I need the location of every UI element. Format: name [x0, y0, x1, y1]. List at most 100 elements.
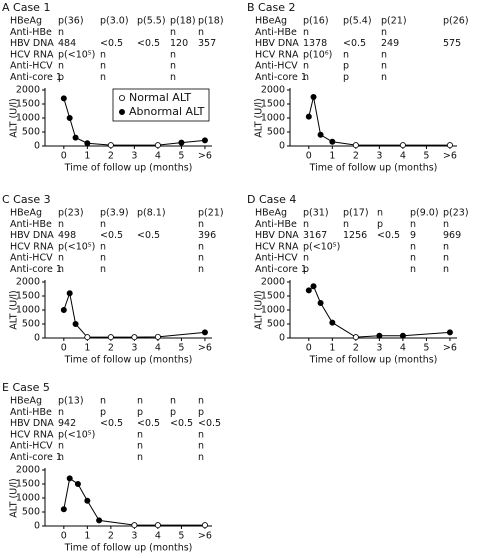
table-cell: n	[303, 253, 309, 264]
x-tick-label: 1	[329, 343, 335, 354]
table-cell: 484	[58, 38, 76, 49]
table-cell: p	[170, 407, 176, 418]
table-cell: p(21)	[198, 208, 224, 219]
panel-title: D Case 4	[247, 193, 296, 206]
alt-point	[66, 290, 73, 297]
y-tick-label: 2000	[16, 465, 40, 476]
row-label: HBV DNA	[255, 38, 299, 49]
alt-point	[305, 287, 312, 294]
x-tick-label: 3	[131, 151, 137, 162]
table-cell: 120	[170, 38, 188, 49]
table-cell: 969	[443, 230, 461, 241]
row-label: Anti-HCV	[255, 253, 298, 264]
row-label: Anti-core 1	[255, 72, 307, 83]
y-tick-label: 500	[267, 127, 285, 138]
y-tick-label: 500	[267, 319, 285, 330]
table-cell: p(10⁶)	[303, 49, 332, 60]
table-cell: 9	[410, 230, 416, 241]
row-label: Anti-HCV	[10, 61, 53, 72]
x-tick-label: >6	[198, 343, 212, 354]
table-cell: n	[100, 253, 106, 264]
table-cell: n	[381, 72, 387, 83]
y-tick-label: 1500	[261, 291, 285, 302]
table-cell: n	[198, 241, 204, 252]
x-tick-label: 1	[84, 343, 90, 354]
panel-title: B Case 2	[247, 1, 295, 14]
table-cell: p(13)	[58, 396, 84, 407]
y-axis-label: ALT (U/l)	[9, 98, 20, 138]
alt-point	[154, 142, 161, 149]
alt-point	[329, 138, 336, 145]
table-cell: n	[410, 219, 416, 230]
table-cell: p(9.0)	[410, 208, 439, 219]
x-tick-label: 4	[400, 151, 406, 162]
table-cell: n	[410, 264, 416, 275]
table-cell: p(<10⁵)	[58, 49, 95, 60]
alt-point	[60, 95, 67, 102]
table-cell: 942	[58, 418, 76, 429]
x-tick-label: 3	[131, 531, 137, 542]
table-cell: n	[100, 264, 106, 275]
table-cell: <0.5	[137, 418, 160, 429]
row-label: Anti-HBe	[255, 27, 297, 38]
y-tick-label: 0	[279, 333, 285, 344]
row-label: Anti-HBe	[10, 27, 52, 38]
row-label: HBeAg	[10, 16, 42, 27]
table-cell: n	[381, 61, 387, 72]
alt-line	[63, 98, 205, 146]
alt-point	[96, 517, 103, 524]
table-cell: p(21)	[381, 16, 407, 27]
table-cell: p	[303, 264, 309, 275]
table-cell: n	[343, 219, 349, 230]
table-cell: <0.5	[343, 38, 366, 49]
alt-point	[352, 142, 359, 149]
table-cell: <0.5	[100, 38, 123, 49]
table-cell: n	[198, 27, 204, 38]
alt-point	[107, 142, 114, 149]
table-cell: n	[198, 396, 204, 407]
row-label: HCV RNA	[255, 241, 299, 252]
table-cell: n	[100, 72, 106, 83]
alt-point	[66, 115, 73, 122]
legend-box	[112, 88, 210, 122]
table-cell: n	[381, 49, 387, 60]
table-cell: n	[377, 208, 383, 219]
row-label: Anti-core 1	[255, 264, 307, 275]
alt-point	[60, 506, 67, 513]
x-tick-label: 0	[306, 151, 312, 162]
table-cell: p(5.5)	[137, 16, 166, 27]
x-axis-label: Time of follow up (months)	[64, 163, 193, 174]
alt-point	[317, 300, 324, 307]
alt-point	[72, 320, 79, 327]
y-tick-label: 1000	[16, 113, 40, 124]
x-tick-label: 5	[178, 531, 184, 542]
table-cell: <0.5	[100, 230, 123, 241]
y-tick-label: 0	[34, 333, 40, 344]
alt-point	[201, 329, 208, 336]
table-cell: p(18)	[170, 16, 196, 27]
panel-title: C Case 3	[2, 193, 51, 206]
table-cell: p(<10⁵)	[58, 241, 95, 252]
table-cell: 498	[58, 230, 76, 241]
table-cell: n	[410, 253, 416, 264]
x-tick-label: 4	[400, 343, 406, 354]
row-label: HBeAg	[10, 208, 42, 219]
y-axis-label: ALT (U/l)	[9, 478, 20, 518]
table-cell: n	[100, 396, 106, 407]
table-cell: 1256	[343, 230, 367, 241]
y-tick-label: 500	[22, 127, 40, 138]
table-cell: p	[343, 61, 349, 72]
table-cell: n	[137, 429, 143, 440]
x-tick-label: 1	[84, 531, 90, 542]
table-cell: n	[58, 27, 64, 38]
row-label: HBV DNA	[10, 418, 54, 429]
table-cell: n	[343, 49, 349, 60]
row-label: Anti-HBe	[10, 407, 52, 418]
row-label: Anti-core 1	[10, 264, 62, 275]
alt-point	[107, 334, 114, 341]
table-cell: p(3.9)	[100, 208, 129, 219]
y-tick-label: 2000	[261, 277, 285, 288]
table-cell: n	[58, 407, 64, 418]
